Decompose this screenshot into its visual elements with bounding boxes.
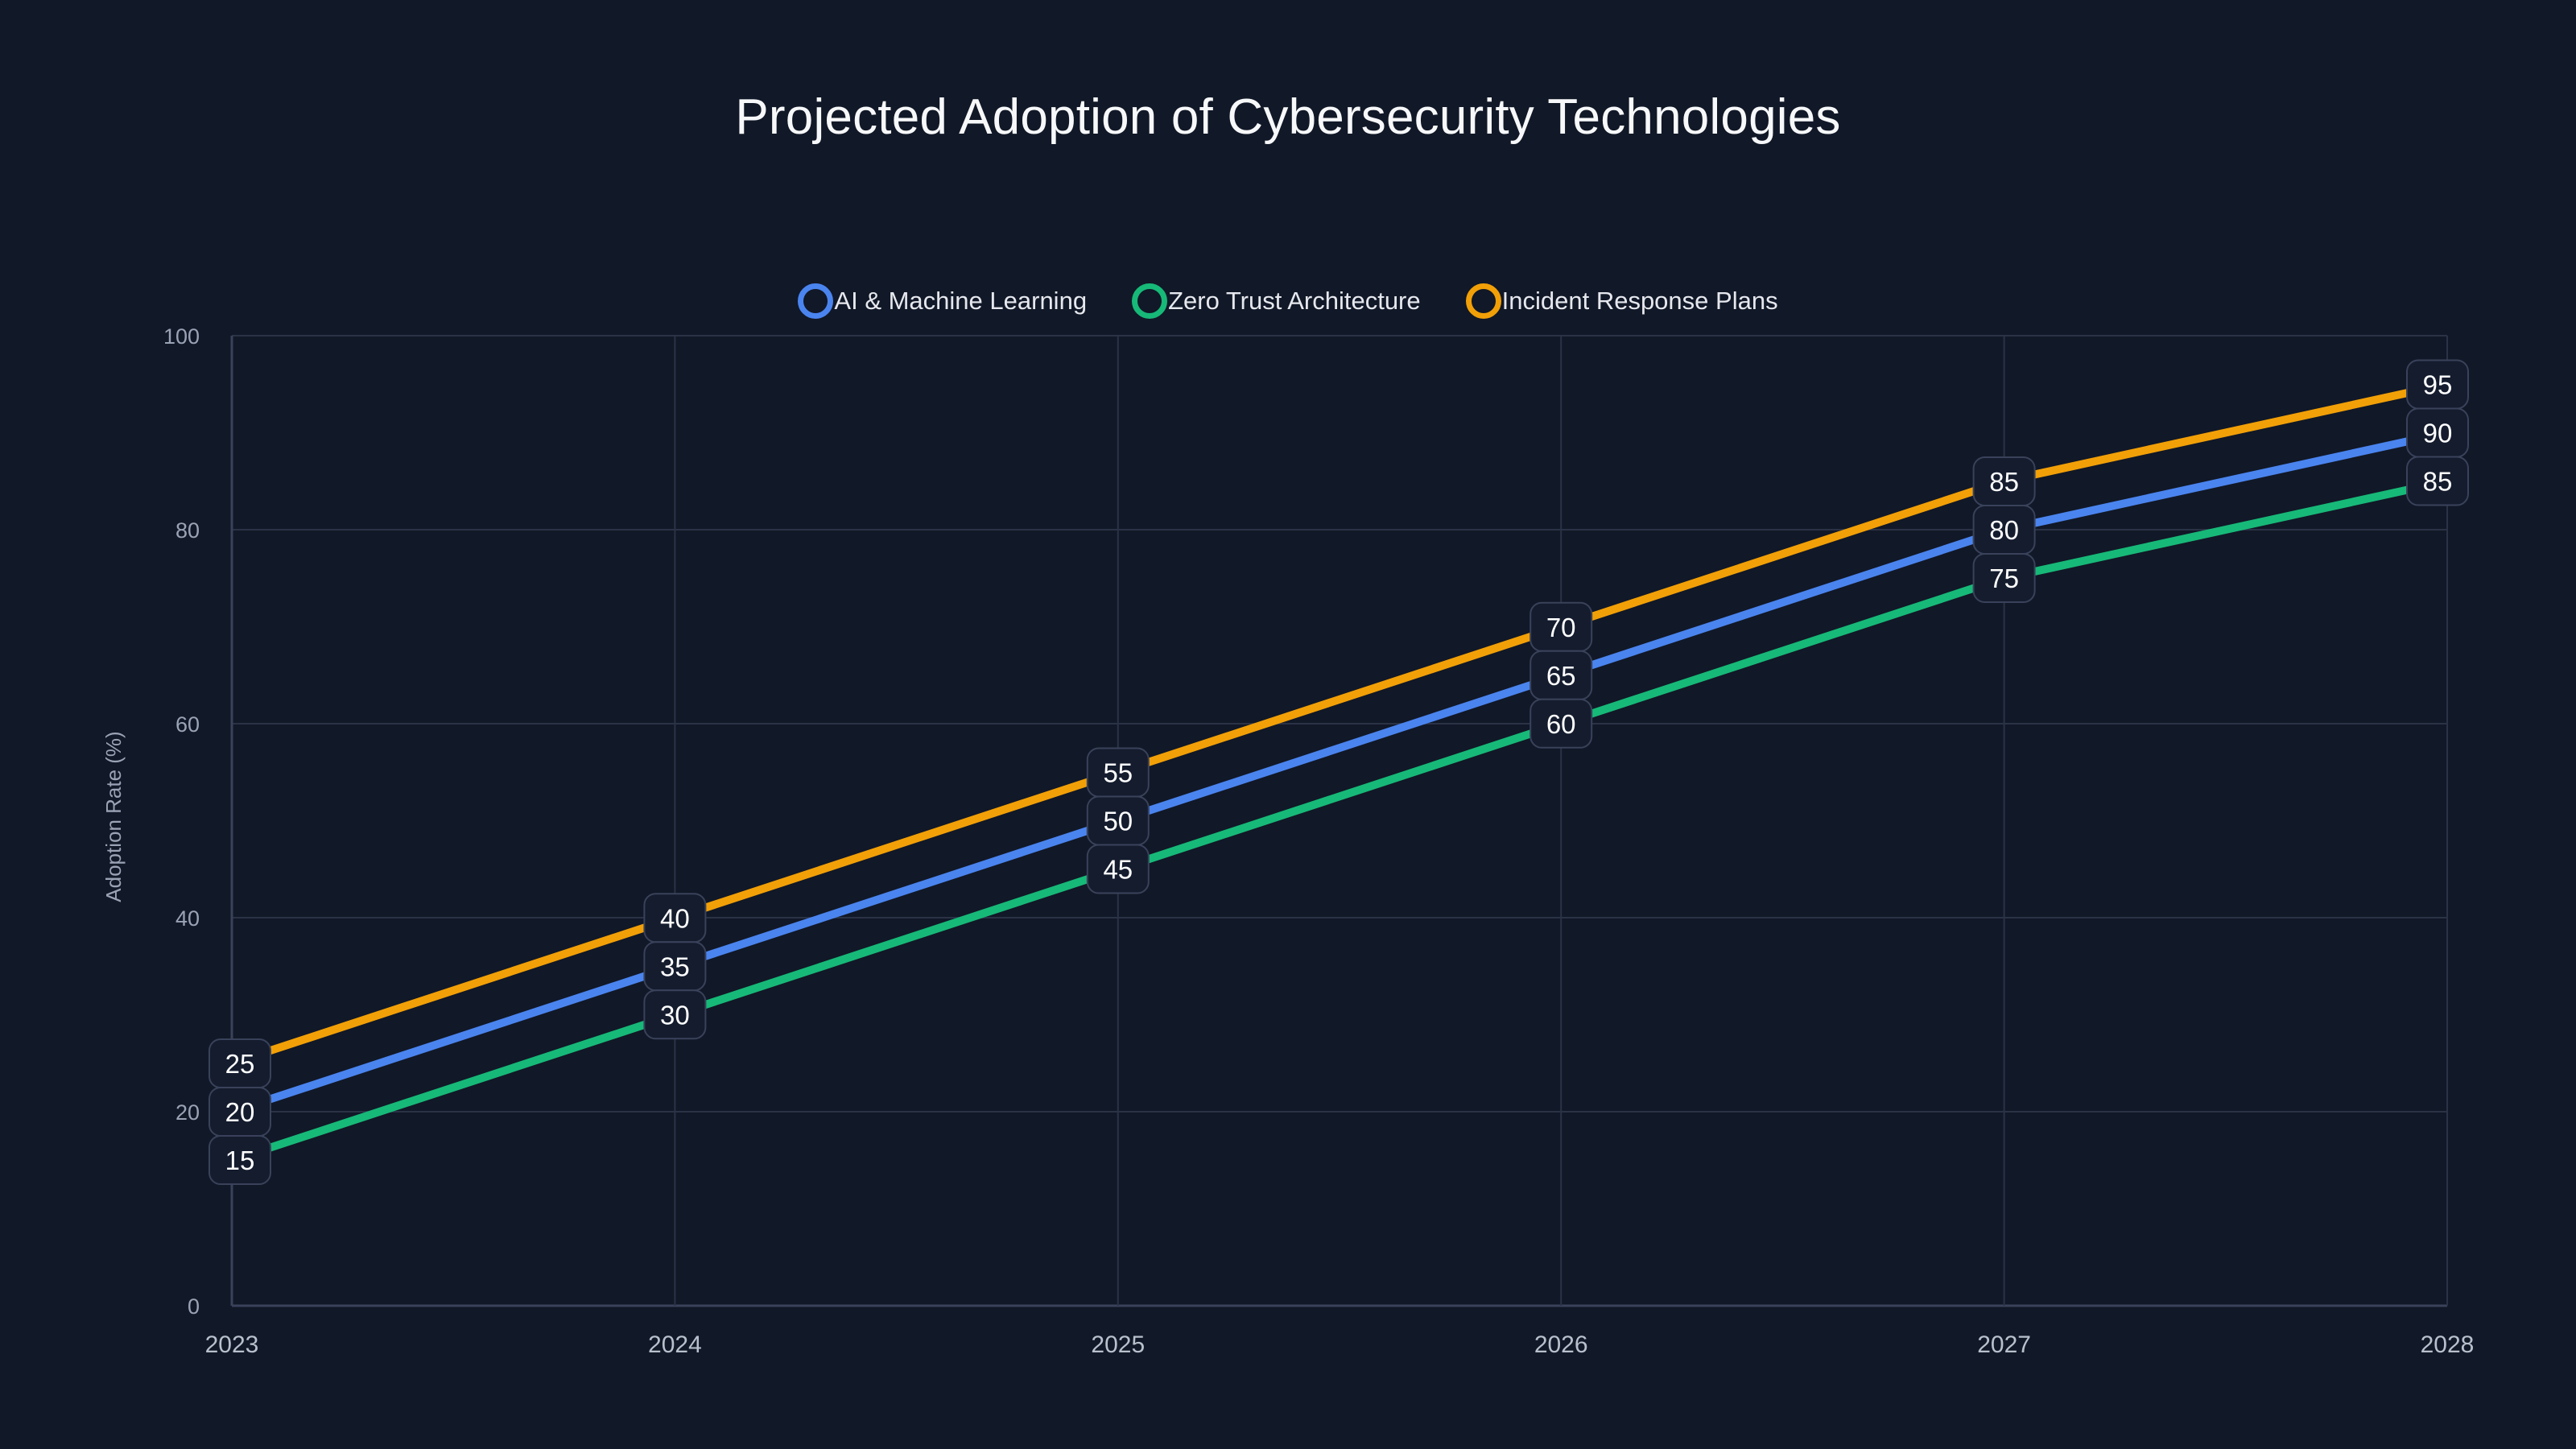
data-label-value: 80 (1989, 515, 2019, 545)
data-label-value: 85 (2423, 467, 2453, 497)
data-label-value: 70 (1546, 613, 1576, 642)
y-axis-tick-label: 100 (163, 324, 200, 349)
legend-label: AI & Machine Learning (834, 287, 1088, 315)
data-label-value: 60 (1546, 709, 1576, 739)
data-label-value: 75 (1989, 564, 2019, 593)
data-label-box (208, 1135, 271, 1185)
x-axis-tick-label: 2023 (205, 1331, 259, 1358)
y-axis-title: Adoption Rate (%) (101, 731, 126, 902)
y-axis-tick-label: 20 (175, 1100, 200, 1125)
x-axis-tick-label: 2028 (2421, 1331, 2475, 1358)
legend-marker-icon (1465, 283, 1501, 319)
series-line (228, 380, 2451, 1067)
data-label-box (1086, 844, 1150, 894)
data-label-value: 35 (660, 952, 690, 981)
data-label-box (1972, 553, 2036, 603)
legend-marker-icon (798, 283, 834, 319)
y-axis-tick-label: 60 (175, 712, 200, 737)
series-line (228, 477, 2451, 1165)
data-label-value: 55 (1103, 758, 1133, 788)
data-label-value: 65 (1546, 661, 1576, 691)
legend-marker-icon (1132, 283, 1168, 319)
data-label-value: 25 (225, 1049, 255, 1079)
data-label-value: 45 (1103, 855, 1133, 885)
data-label-box (643, 989, 707, 1040)
data-label-box (1530, 698, 1593, 749)
y-axis-tick-label: 40 (175, 906, 200, 931)
x-axis-tick-label: 2024 (648, 1331, 702, 1358)
x-axis-tick-label: 2026 (1534, 1331, 1588, 1358)
data-label-value: 95 (2423, 370, 2453, 400)
x-axis-tick-label: 2025 (1091, 1331, 1145, 1358)
data-label-value: 50 (1103, 807, 1133, 836)
data-label-value: 20 (225, 1097, 255, 1127)
legend-label: Incident Response Plans (1501, 287, 1778, 315)
y-axis-tick-label: 80 (175, 518, 200, 543)
legend-label: Zero Trust Architecture (1168, 287, 1421, 315)
legend-item[interactable]: Incident Response Plans (1465, 283, 1778, 319)
data-label-box (2406, 456, 2469, 506)
data-label-value: 85 (1989, 467, 2019, 497)
x-axis-tick-label: 2027 (1977, 1331, 2031, 1358)
data-label-value: 30 (660, 1000, 690, 1030)
chart-legend: AI & Machine Learning Zero Trust Architec… (0, 283, 2576, 319)
legend-item[interactable]: Zero Trust Architecture (1132, 283, 1421, 319)
y-axis-tick-label: 0 (188, 1294, 200, 1319)
data-label-value: 15 (225, 1146, 255, 1175)
data-label-value: 90 (2423, 419, 2453, 448)
page-title: Projected Adoption of Cybersecurity Tech… (735, 89, 1841, 145)
series-line (228, 428, 2451, 1116)
legend-item[interactable]: AI & Machine Learning (798, 283, 1087, 319)
data-label-value: 40 (660, 903, 690, 933)
